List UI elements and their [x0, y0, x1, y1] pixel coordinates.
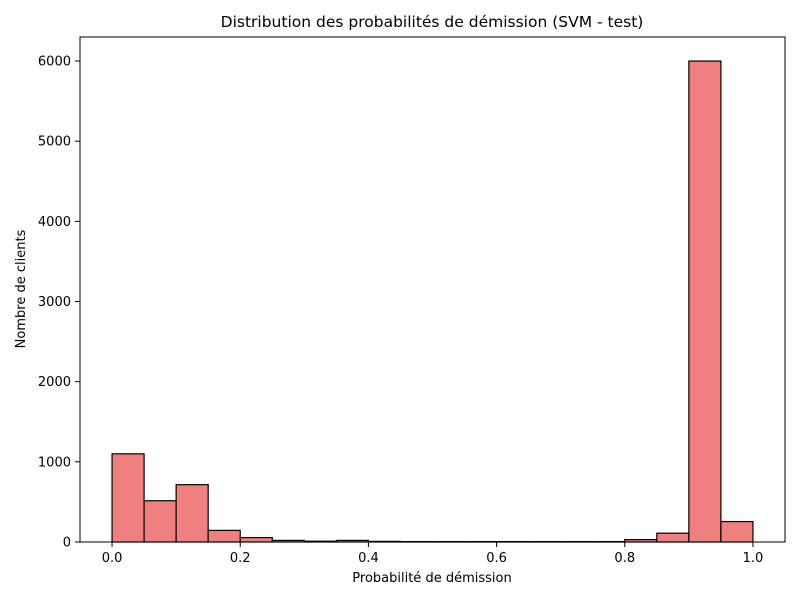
bars-group	[111, 60, 754, 543]
y-tick-label: 1000	[38, 455, 71, 470]
x-ticks-group: 0.0 0.2 0.4 0.6 0.8 1.0	[102, 542, 764, 566]
y-tick-label: 2000	[38, 375, 71, 390]
chart-title: Distribution des probabilités de démissi…	[221, 13, 644, 31]
x-tick-label: 1.0	[743, 551, 764, 566]
x-tick-label: 0.6	[486, 551, 507, 566]
histogram-bar	[111, 453, 145, 543]
histogram-bar	[688, 60, 722, 543]
histogram-bar	[239, 536, 273, 543]
histogram-bar	[143, 500, 177, 543]
histogram-bar	[175, 484, 209, 543]
y-axis-label: Nombre de clients	[14, 229, 29, 348]
y-tick-label: 5000	[38, 135, 71, 150]
histogram-bar	[720, 520, 754, 543]
x-tick-label: 0.0	[102, 551, 123, 566]
plot-frame	[79, 36, 786, 543]
x-tick-label: 0.2	[230, 551, 251, 566]
x-tick-label: 0.8	[614, 551, 635, 566]
histogram-bar	[656, 532, 690, 543]
x-axis-label: Probabilité de démission	[352, 571, 511, 586]
histogram-bar	[207, 529, 241, 543]
x-tick-label: 0.4	[358, 551, 379, 566]
y-tick-label: 6000	[38, 55, 71, 70]
y-tick-label: 4000	[38, 215, 71, 230]
y-tick-label: 3000	[38, 295, 71, 310]
y-tick-label: 0	[63, 536, 71, 551]
y-ticks-group: 0 1000 2000 3000 4000 5000 6000	[38, 55, 80, 551]
